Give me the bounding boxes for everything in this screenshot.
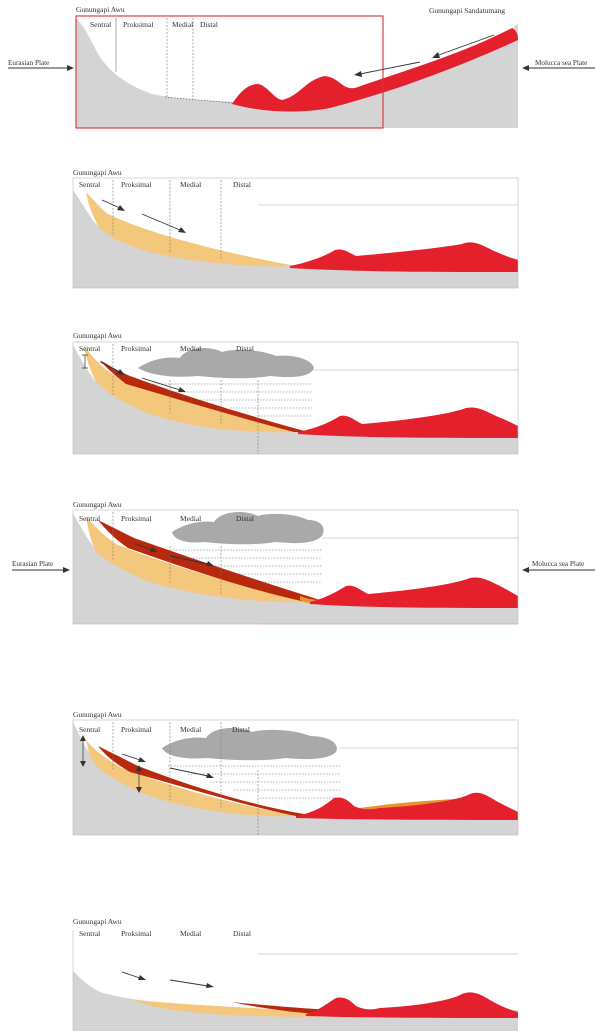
panel-frame bbox=[72, 177, 519, 289]
ash-cloud bbox=[172, 512, 324, 545]
zone-label-sentral: Sentral bbox=[90, 20, 111, 29]
flow-arrow bbox=[169, 555, 214, 566]
left-plate-label: Eurasian Plate bbox=[8, 59, 49, 67]
zone-label-medial: Medial bbox=[180, 929, 201, 938]
zone-label-sentral: Sentral bbox=[79, 514, 100, 523]
zone-label-medial: Medial bbox=[180, 344, 201, 353]
flow-arrow bbox=[99, 361, 125, 375]
zone-label-proksimal: Proksimal bbox=[121, 514, 151, 523]
plate-arrow-left bbox=[12, 567, 70, 573]
ground-profile bbox=[73, 190, 518, 288]
zone-label-proksimal: Proksimal bbox=[121, 929, 151, 938]
thickness-marker bbox=[82, 354, 88, 369]
volcano-label: Gunungapi Awu bbox=[73, 710, 122, 719]
dotted-strata bbox=[170, 549, 322, 583]
volcano-label: Gunungapi Awu bbox=[73, 168, 122, 177]
tephra-layer bbox=[86, 192, 296, 267]
zone-label-medial: Medial bbox=[172, 20, 193, 29]
flow-arrow bbox=[121, 753, 146, 762]
dotted-strata bbox=[150, 383, 312, 417]
tephra-layer-light bbox=[86, 740, 300, 817]
magma-body bbox=[296, 792, 518, 820]
subduction-arrow bbox=[354, 61, 421, 77]
panel-4: Gunungapi Awu Sentral Proksimal Medial D… bbox=[12, 500, 595, 625]
magma-body bbox=[298, 407, 518, 438]
panel-frame bbox=[72, 341, 519, 455]
zone-label-medial: Medial bbox=[180, 514, 201, 523]
zone-label-distal: Distal bbox=[200, 20, 218, 29]
magma-body bbox=[290, 242, 518, 272]
flow-arrow bbox=[141, 377, 186, 392]
zone-label-medial: Medial bbox=[180, 725, 201, 734]
tephra-layer-dark bbox=[98, 520, 320, 602]
panel-5: Gunungapi Awu Sentral Proksimal Medial D… bbox=[72, 710, 519, 836]
zone-label-proksimal: Proksimal bbox=[121, 344, 151, 353]
magma-body bbox=[310, 577, 518, 608]
ground-profile bbox=[76, 18, 518, 128]
zone-label-proksimal: Proksimal bbox=[121, 180, 151, 189]
dotted-strata bbox=[168, 765, 340, 799]
tephra-layer-light bbox=[84, 346, 302, 433]
plate-arrow-right bbox=[522, 567, 595, 573]
panel-frame bbox=[72, 719, 519, 836]
flow-arrow bbox=[169, 767, 214, 778]
plate-arrow-right bbox=[522, 65, 595, 71]
flow-arrow bbox=[169, 979, 214, 988]
zone-label-distal: Distal bbox=[233, 929, 251, 938]
panel-3: Gunungapi Awu Sentral Proksimal Medial D… bbox=[72, 331, 519, 455]
panel-6: Gunungapi Awu Sentral Proksimal Medial D… bbox=[72, 917, 518, 1031]
zone-label-distal: Distal bbox=[236, 344, 254, 353]
panel-1: Gunungapi Awu Sentral Proksimal Medial D… bbox=[8, 5, 595, 129]
flow-arrow bbox=[135, 543, 158, 552]
right-plate-label: Molucca sea Plate bbox=[532, 560, 584, 568]
highlight-frame bbox=[75, 15, 384, 129]
zone-label-sentral: Sentral bbox=[79, 180, 100, 189]
right-plate-label: Molucca sea Plate bbox=[535, 59, 587, 67]
ground-profile bbox=[73, 513, 518, 624]
magma-body bbox=[306, 992, 518, 1018]
ash-cloud bbox=[162, 728, 337, 761]
subduction-arrow bbox=[432, 34, 495, 58]
ash-cloud bbox=[138, 348, 314, 379]
thickness-marker bbox=[136, 765, 142, 793]
volcano-label: Gunungapi Awu bbox=[73, 331, 122, 340]
plate-arrow-left bbox=[8, 65, 74, 71]
flow-arrow bbox=[121, 971, 146, 980]
thickness-marker bbox=[80, 735, 86, 767]
ground-profile bbox=[73, 345, 518, 454]
zone-label-sentral: Sentral bbox=[79, 725, 100, 734]
magma-body bbox=[232, 28, 518, 112]
volcano-label: Gunungapi Awu bbox=[76, 5, 125, 14]
zone-label-medial: Medial bbox=[180, 180, 201, 189]
zone-label-distal: Distal bbox=[236, 514, 254, 523]
left-plate-label: Eurasian Plate bbox=[12, 560, 53, 568]
zone-label-distal: Distal bbox=[232, 725, 250, 734]
flow-arrow bbox=[141, 213, 186, 233]
tephra-layer-light bbox=[86, 516, 316, 603]
zone-label-distal: Distal bbox=[233, 180, 251, 189]
tephra-layer-dark bbox=[232, 1002, 330, 1014]
volcano-label: Gunungapi Awu bbox=[73, 917, 122, 926]
ground-profile bbox=[73, 722, 518, 835]
right-volcano-label: Gunungapi Sandatumang bbox=[429, 6, 505, 15]
panel-2: Gunungapi Awu Sentral Proksimal Medial D… bbox=[72, 168, 519, 289]
dotted-surface bbox=[164, 96, 233, 104]
zone-label-proksimal: Proksimal bbox=[121, 725, 151, 734]
zone-label-proksimal: Proksimal bbox=[123, 20, 153, 29]
zone-label-sentral: Sentral bbox=[79, 344, 100, 353]
flow-arrow bbox=[101, 199, 125, 211]
volcano-label: Gunungapi Awu bbox=[73, 500, 122, 509]
zone-label-sentral: Sentral bbox=[79, 929, 100, 938]
